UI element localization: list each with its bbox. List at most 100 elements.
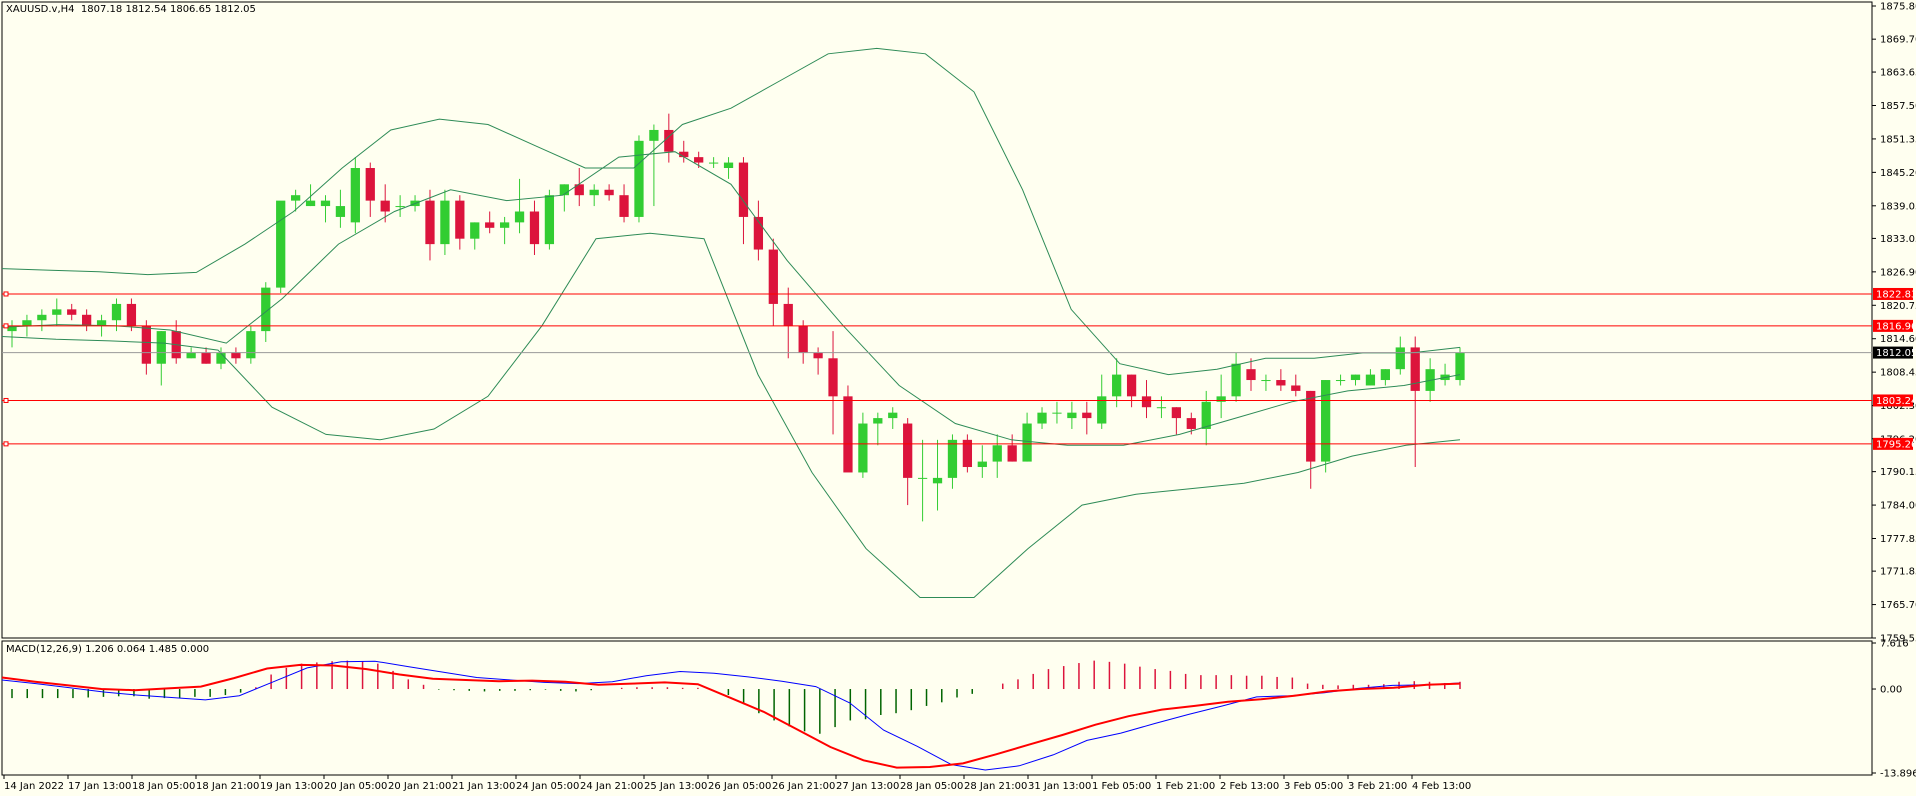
time-label: 26 Jan 21:00 (772, 781, 835, 792)
price-tick-label: 1833.05 (1880, 234, 1916, 245)
candle-bear (1246, 369, 1256, 381)
candle-bear (1171, 407, 1181, 419)
candle-bear (67, 309, 77, 315)
candle-bull (156, 331, 166, 364)
candle-bull (1216, 396, 1226, 402)
time-label: 21 Jan 13:00 (452, 781, 515, 792)
level-label-bg (1873, 394, 1913, 407)
candle-bear (574, 184, 584, 196)
time-label: 20 Jan 05:00 (324, 781, 387, 792)
candle-bear (828, 358, 838, 397)
time-label: 27 Jan 13:00 (836, 781, 899, 792)
macd-tick-label: 7.616 (1880, 639, 1909, 650)
candle-bear (485, 222, 495, 228)
candle-bull (1365, 374, 1376, 386)
candle-bear (201, 352, 211, 364)
candle-bear (1126, 374, 1137, 397)
candle-bull (917, 477, 928, 479)
candle-bull (335, 206, 346, 217)
candle-bull (1037, 412, 1047, 424)
level-marker (3, 441, 9, 447)
candle-bear (738, 162, 749, 217)
macd-tick-label: -13.896 (1880, 769, 1916, 780)
candle-bear (962, 439, 973, 468)
candle-bull (858, 423, 868, 473)
candle-bull (22, 320, 32, 326)
time-label: 20 Jan 21:00 (388, 781, 451, 792)
horizontal-levels: 1822.83 1816.96 1803.24 1795.26 (2, 287, 1916, 450)
macd-axis: 7.616 0.00 -13.896 (1872, 639, 1916, 780)
level-label-bg (1873, 319, 1913, 332)
time-label: 1 Feb 21:00 (1156, 781, 1215, 792)
price-tick-label: 1845.20 (1880, 168, 1916, 179)
main-plot-frame (1, 1, 1873, 639)
candle-bull (395, 206, 405, 208)
time-label: 1 Feb 05:00 (1092, 781, 1151, 792)
time-label: 18 Jan 05:00 (132, 781, 195, 792)
candle-bull (261, 287, 271, 332)
time-label: 25 Jan 13:00 (644, 781, 707, 792)
candle-bull (111, 303, 122, 321)
candle-bear (365, 168, 375, 201)
time-axis: 14 Jan 2022 17 Jan 13:00 18 Jan 05:00 18 Ja… (3, 775, 1471, 792)
candle-bear (1082, 412, 1092, 419)
price-tick-label: 1875.80 (1880, 2, 1916, 13)
signal-line (1, 663, 1461, 769)
candle-bear (753, 216, 764, 250)
candle-bull (544, 195, 555, 245)
candle-bull (216, 352, 226, 364)
level-label: 1795.26 (1876, 439, 1916, 450)
candle-bear (679, 151, 689, 158)
macd-header: MACD(12,26,9) 1.206 0.064 1.485 0.000 (6, 644, 210, 655)
candle-bull (350, 168, 360, 223)
candle-bull (37, 314, 47, 321)
candle-bull (932, 477, 943, 484)
time-label: 28 Jan 21:00 (964, 781, 1027, 792)
symbol-label: XAUUSD.v,H4 (6, 4, 75, 15)
candle-bull (1321, 380, 1331, 462)
candle-bull (440, 200, 450, 245)
time-label: 26 Jan 05:00 (708, 781, 771, 792)
candle-bear (1007, 445, 1017, 462)
ohlc-values: 1807.18 1812.54 1806.65 1812.05 (80, 4, 256, 15)
bollinger-middle (1, 151, 1461, 446)
time-label: 17 Jan 13:00 (68, 781, 131, 792)
candle-bear (1276, 380, 1286, 386)
candle-bear (798, 325, 808, 353)
time-label: 3 Feb 21:00 (1348, 781, 1407, 792)
candle-bull (1201, 401, 1211, 429)
price-tick-label: 1851.35 (1880, 134, 1916, 145)
current-price-label: 1812.05 (1876, 348, 1916, 359)
candle-bull (186, 352, 196, 359)
candle-bull (1261, 380, 1271, 382)
time-label: 14 Jan 2022 (4, 781, 64, 792)
candle-bull (305, 200, 316, 207)
candle-bull (246, 331, 256, 359)
candle-bull (514, 211, 525, 223)
time-label: 24 Jan 05:00 (516, 781, 579, 792)
candle-bull (1455, 352, 1465, 381)
candle-bull (634, 140, 644, 217)
time-label: 18 Jan 21:00 (196, 781, 259, 792)
price-tick-label: 1808.45 (1880, 368, 1916, 379)
candle-bear (529, 211, 540, 245)
price-tick-label: 1802.30 (1880, 401, 1916, 412)
candle-bull (589, 189, 599, 196)
candle-bull (559, 184, 569, 196)
current-price-label-bg (1873, 346, 1913, 359)
candle-bull (7, 325, 17, 332)
level-label: 1803.24 (1876, 396, 1916, 407)
candle-bull (1022, 423, 1032, 462)
bollinger-lower (1, 232, 1461, 598)
time-label: 4 Feb 13:00 (1412, 781, 1471, 792)
candle-bull (992, 445, 1002, 462)
candle-bear (694, 157, 704, 163)
price-tick-label: 1765.70 (1880, 600, 1916, 611)
candle-bull (1112, 374, 1122, 397)
candle-bear (843, 396, 853, 473)
time-label: 24 Jan 21:00 (580, 781, 643, 792)
candle-bull (1380, 369, 1390, 381)
price-axis: 1875.80 1869.70 1863.65 1857.50 1851.35 1845.… (1872, 2, 1916, 645)
